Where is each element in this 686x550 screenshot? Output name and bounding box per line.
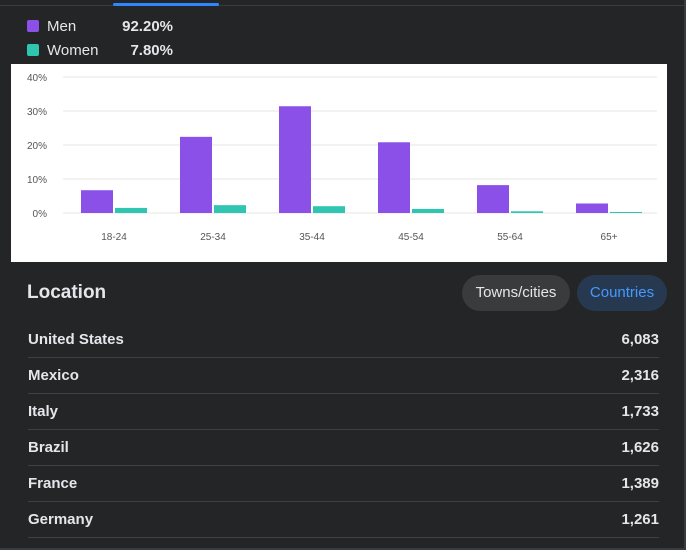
- list-item: United States 6,083: [28, 322, 659, 358]
- x-tick-label: 45-54: [398, 232, 424, 243]
- countries-tab[interactable]: Countries: [577, 275, 667, 311]
- bar-women: [610, 211, 642, 213]
- y-tick-label: 30%: [27, 107, 47, 118]
- bar-women: [412, 208, 444, 213]
- age-gender-bar-chart: 0% 10% 20% 30% 40% 18-24 25-34 35-44 45-54 55-64 6…: [27, 73, 657, 243]
- location-title: Location: [27, 282, 107, 303]
- bar-men: [477, 185, 509, 213]
- bar-women: [115, 207, 147, 213]
- legend-swatch-men: [27, 20, 39, 32]
- country-name: United States: [28, 331, 124, 348]
- legend-item-women: Women 7.80%: [27, 38, 173, 62]
- bar-men: [576, 203, 608, 213]
- list-item: France 1,389: [28, 466, 659, 502]
- bar-men: [81, 190, 113, 213]
- country-name: France: [28, 475, 78, 492]
- tab-bar-divider: [0, 5, 686, 6]
- bar-men: [180, 136, 212, 213]
- bar-women: [214, 205, 246, 213]
- bar-men: [378, 142, 410, 213]
- y-tick-label: 20%: [27, 141, 47, 152]
- country-name: Brazil: [28, 439, 69, 456]
- country-count: 2,316: [621, 367, 659, 384]
- list-item: Italy 1,733: [28, 394, 659, 430]
- country-name: Germany: [28, 511, 94, 528]
- x-tick-label: 65+: [601, 232, 618, 243]
- country-count: 1,261: [621, 511, 659, 528]
- legend-label: Women: [47, 41, 99, 59]
- age-gender-chart: 0% 10% 20% 30% 40% 18-24 25-34 35-44 45-54 55-64 6…: [11, 64, 667, 262]
- active-tab-indicator: [113, 3, 219, 6]
- y-tick-label: 40%: [27, 73, 47, 84]
- list-item: Mexico 2,316: [28, 358, 659, 394]
- gender-legend: Men 92.20% Women 7.80%: [27, 14, 173, 62]
- x-tick-label: 18-24: [101, 232, 127, 243]
- x-tick-label: 35-44: [299, 232, 325, 243]
- country-count: 1,389: [621, 475, 659, 492]
- bar-women: [313, 206, 345, 213]
- country-name: Italy: [28, 403, 59, 420]
- bar-women: [511, 211, 543, 213]
- location-list: United States 6,083 Mexico 2,316 Italy 1…: [28, 322, 659, 538]
- country-count: 1,733: [621, 403, 659, 420]
- legend-value: 92.20%: [122, 17, 173, 35]
- country-count: 6,083: [621, 331, 659, 348]
- list-item: Germany 1,261: [28, 502, 659, 538]
- legend-label: Men: [47, 17, 77, 35]
- country-count: 1,626: [621, 439, 659, 456]
- x-tick-label: 55-64: [497, 232, 523, 243]
- legend-value: 7.80%: [130, 41, 173, 59]
- list-item: Brazil 1,626: [28, 430, 659, 466]
- x-tick-label: 25-34: [200, 232, 226, 243]
- country-name: Mexico: [28, 367, 79, 384]
- legend-item-men: Men 92.20%: [27, 14, 173, 38]
- y-tick-label: 10%: [27, 175, 47, 186]
- towns-cities-tab[interactable]: Towns/cities: [462, 275, 570, 311]
- legend-swatch-women: [27, 44, 39, 56]
- y-tick-label: 0%: [33, 209, 48, 220]
- bar-men: [279, 106, 311, 213]
